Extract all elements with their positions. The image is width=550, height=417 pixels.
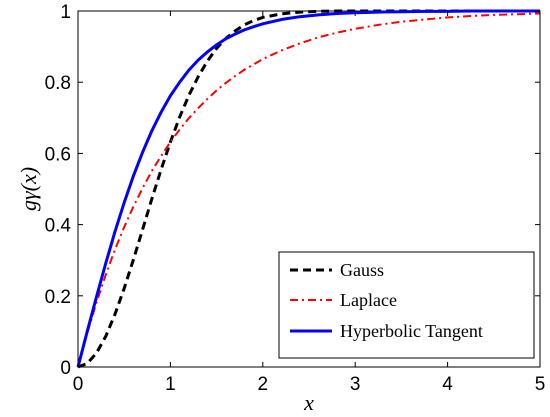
series-layer [76,9,541,369]
y-tick-label: 0.8 [45,73,71,94]
legend: Gauss Laplace Hyperbolic Tangent [278,251,535,359]
x-tick-label: 3 [350,374,361,395]
legend-label-hyperbolic-tangent: Hyperbolic Tangent [340,321,483,341]
x-tick-label: 4 [442,374,453,395]
y-tick-label: 0.6 [45,144,71,165]
x-tick-label: 5 [535,374,546,395]
series-line-laplace [77,12,541,368]
x-tick-label: 1 [165,374,176,395]
y-tick-label: 0.2 [45,287,71,308]
legend-box [278,251,535,359]
y-tick-label: 0.4 [45,216,72,237]
x-axis-title: x [303,390,314,415]
x-tick-label: 0 [73,374,84,395]
y-axis-title-text: gγ(x) [16,167,41,211]
legend-label-gauss: Gauss [340,260,384,280]
series-line-hyperbolic-tangent [76,9,540,368]
y-axis-title: gγ(x) [16,167,41,211]
ticks-layer: 0 1 2 3 4 5 0 0.2 0.4 0.6 0.8 1 [45,2,546,395]
y-tick-label: 1 [60,2,71,23]
legend-label-laplace: Laplace [340,290,397,310]
y-tick-label: 0 [60,358,71,379]
x-tick-label: 2 [258,374,269,395]
